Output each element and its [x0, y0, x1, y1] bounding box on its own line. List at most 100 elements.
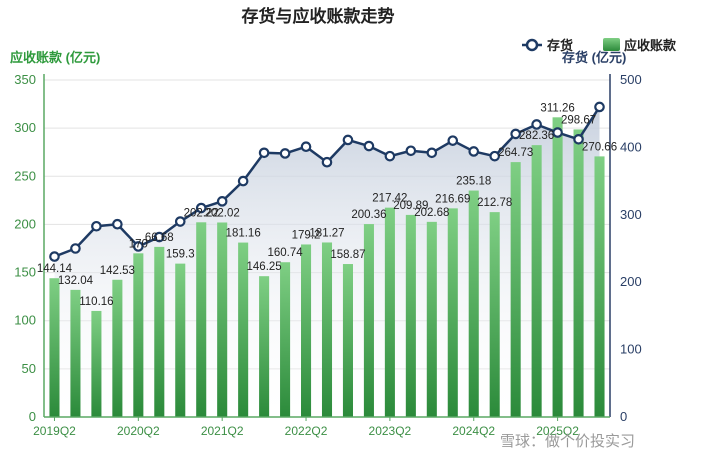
right-axis-name: 存货 (亿元) — [562, 50, 626, 65]
chart-title: 存货与应收账款走势 — [242, 6, 395, 26]
inventory-point — [70, 243, 81, 254]
bar-value-label: 132.04 — [58, 275, 94, 287]
bar-value-label: 209.89 — [393, 200, 428, 212]
inventory-point — [174, 216, 186, 227]
inventory-point — [195, 202, 207, 214]
receivables-bar — [217, 222, 228, 417]
inventory-point — [153, 231, 165, 243]
bar-value-label: 202.68 — [414, 207, 449, 219]
left-tick-label: 0 — [29, 409, 36, 424]
inventory-point — [594, 101, 605, 113]
left-tick-label: 350 — [14, 72, 36, 87]
legend: 存货 应收账款 — [522, 38, 677, 53]
inventory-point — [531, 119, 542, 130]
left-tick-label: 300 — [14, 120, 36, 135]
legend-circle-marker — [525, 38, 539, 52]
bar-value-label: 181.16 — [226, 228, 261, 240]
legend-inventory-label: 存货 — [547, 38, 573, 53]
left-axis-ticks: 0 50 100 150 200 250 300 350 — [14, 72, 36, 424]
bar-value-label: 159.3 — [166, 249, 195, 261]
bar-value-label: 212.78 — [477, 197, 512, 209]
inventory-point — [237, 175, 249, 187]
inventory-point — [552, 127, 563, 138]
receivables-bar — [238, 242, 249, 417]
bar-value-label: 298.67 — [561, 114, 596, 126]
right-tick-label: 0 — [620, 409, 627, 424]
inventory-points — [49, 101, 605, 262]
receivables-bar — [321, 242, 333, 417]
receivables-bar — [363, 224, 374, 417]
bar-value-label: 282.36 — [519, 130, 554, 142]
receivables-bar — [489, 212, 500, 417]
receivables-bar — [70, 289, 81, 417]
inventory-point — [447, 135, 459, 146]
inventory-point — [573, 134, 584, 145]
receivables-bar — [280, 262, 291, 417]
receivables-bar — [91, 310, 102, 417]
right-tick-label: 400 — [620, 139, 642, 154]
inventory-point — [112, 218, 123, 230]
watermark: 雪球：做个价投实习 — [500, 433, 635, 450]
bar-value-label: 200.36 — [351, 209, 386, 221]
inventory-point — [258, 147, 270, 159]
legend-square-marker — [603, 38, 620, 51]
bar-value-label: 179.2 — [292, 229, 321, 241]
right-axis-ticks: 0 100 200 300 400 500 — [620, 72, 642, 424]
right-tick-label: 100 — [620, 342, 642, 357]
receivables-bar — [447, 208, 458, 417]
bar-value-label: 264.73 — [498, 147, 533, 159]
receivables-bar — [384, 207, 395, 417]
legend-receivables-label: 应收账款 — [624, 38, 677, 53]
inventory-point — [133, 241, 144, 252]
left-tick-label: 50 — [22, 361, 36, 376]
left-axis-name: 应收账款 (亿元) — [10, 50, 100, 65]
bar-value-label: 202.02 — [205, 207, 240, 219]
inventory-point — [489, 150, 501, 162]
x-tick-label: 2019Q2 — [33, 424, 76, 438]
inventory-point — [216, 196, 228, 207]
inventory-point — [91, 220, 102, 232]
right-tick-label: 500 — [620, 72, 642, 87]
bar-value-label: 66.68 — [145, 232, 174, 244]
bar-value-label: 216.69 — [435, 193, 470, 205]
receivables-bar — [594, 156, 605, 418]
bar-value-label: 142.53 — [100, 265, 135, 277]
left-tick-label: 250 — [14, 168, 36, 183]
receivables-bar — [573, 129, 584, 417]
inventory-point — [426, 147, 438, 159]
x-tick-label: 2024Q2 — [452, 424, 495, 438]
inventory-point — [510, 128, 521, 140]
receivables-bar — [133, 253, 144, 417]
receivables-bar — [175, 263, 186, 417]
inventory-point — [363, 140, 375, 152]
bar-value-label: 181.27 — [309, 227, 344, 239]
x-tick-label: 2020Q2 — [117, 424, 160, 438]
inventory-point — [468, 146, 480, 157]
receivables-bar — [426, 221, 437, 417]
bar-value-label: 144.14 — [37, 263, 73, 275]
inventory-point — [342, 134, 354, 146]
left-tick-label: 200 — [14, 216, 36, 231]
receivables-bar — [405, 214, 416, 417]
bar-value-label: 311.26 — [540, 102, 574, 114]
receivables-bar — [196, 222, 207, 417]
x-tick-label: 2025Q2 — [536, 424, 579, 438]
inventory-point — [384, 150, 396, 162]
receivables-bar — [49, 278, 60, 417]
x-tick-label: 2023Q2 — [369, 424, 412, 438]
bar-value-label: 217.42 — [372, 193, 407, 205]
receivables-bar — [531, 145, 542, 417]
receivables-bar — [154, 246, 165, 417]
left-tick-label: 150 — [14, 265, 36, 280]
bar-value-label: 170 — [129, 238, 148, 250]
receivables-bar — [259, 276, 270, 417]
bar-value-label: 235.18 — [456, 176, 491, 188]
bar-value-label: 110.16 — [79, 296, 113, 308]
bar-value-label: 270.66 — [582, 141, 617, 153]
inventory-point — [405, 145, 417, 157]
receivables-bar — [552, 117, 563, 417]
x-axis-ticks: 2019Q2 2020Q2 2021Q2 2022Q2 2023Q2 2024Q2 2025… — [33, 416, 610, 438]
